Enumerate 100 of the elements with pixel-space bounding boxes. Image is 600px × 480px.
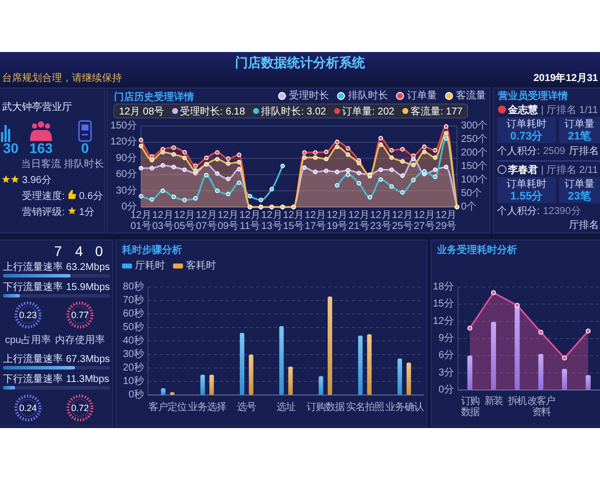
point xyxy=(182,156,187,160)
data-label: 67.3Mbps xyxy=(66,354,110,365)
point xyxy=(422,150,427,154)
annotation: 0 xyxy=(95,243,104,259)
point xyxy=(215,156,220,162)
point xyxy=(160,163,166,168)
x-tick-label: 选址 xyxy=(276,401,296,413)
x-tick-label: 12月 13号 xyxy=(261,210,282,232)
text: 门店数据统计分析系统 xyxy=(235,55,366,70)
point xyxy=(356,160,362,166)
y-tick-label: 6分 xyxy=(438,349,454,362)
y-tick-label: 0分 xyxy=(121,200,137,212)
point xyxy=(400,159,405,164)
y-tick-label: 90分 xyxy=(116,152,137,164)
point xyxy=(193,196,198,201)
point xyxy=(150,197,154,202)
point xyxy=(226,176,230,182)
point xyxy=(138,144,144,148)
point xyxy=(378,142,383,147)
text: 0 xyxy=(81,140,90,156)
point xyxy=(236,180,242,185)
text: 个人积分: xyxy=(497,205,540,217)
text: 受理速度: xyxy=(22,190,65,202)
text: 当日客流 xyxy=(21,158,61,170)
point xyxy=(204,172,209,178)
point xyxy=(226,161,230,166)
point xyxy=(236,166,242,172)
bar xyxy=(358,336,363,395)
x-tick-label: 订购数据 xyxy=(460,395,480,418)
data-label: 15.9Mbps xyxy=(66,282,110,293)
point xyxy=(411,162,416,168)
point xyxy=(236,160,242,164)
bar xyxy=(367,334,372,395)
text: 163 xyxy=(29,140,53,156)
point xyxy=(444,124,448,129)
text: 订单耗时 xyxy=(506,118,546,130)
point xyxy=(389,184,394,189)
text: | 厅排名 1/11 xyxy=(541,104,598,116)
point xyxy=(215,171,220,176)
point xyxy=(378,167,383,172)
x-tick-label: 12月 05号 xyxy=(174,210,196,232)
text: 排队时长 xyxy=(64,158,104,170)
text: 台席规划合理，请继续保持 xyxy=(2,72,122,84)
point xyxy=(432,174,438,180)
y-tick-label: 12分 xyxy=(432,314,454,327)
point xyxy=(491,290,496,296)
y-tick-label: 10秒 xyxy=(122,375,144,387)
bar xyxy=(328,296,332,395)
x-tick-label: 12月 27号 xyxy=(414,210,435,232)
point xyxy=(400,146,405,152)
text: 1.55分 xyxy=(510,190,544,202)
point xyxy=(586,328,591,334)
bar xyxy=(406,362,412,395)
point xyxy=(138,194,144,198)
legend-label: 客耗时 xyxy=(186,260,216,272)
annotation: 内存使用率 xyxy=(55,334,105,346)
point xyxy=(432,167,438,172)
x-tick-label: 业务确认 xyxy=(385,401,424,413)
point xyxy=(160,188,166,194)
y-tick-label: 0秒 xyxy=(128,388,144,400)
point xyxy=(411,153,416,158)
point xyxy=(313,150,318,155)
text: | 厅排名 2/11 xyxy=(541,164,598,176)
y-tick-label: 0分 xyxy=(438,384,454,396)
legend-label: 客流量 xyxy=(456,90,486,102)
text: 0.24 xyxy=(19,403,37,413)
bar xyxy=(467,356,472,390)
point xyxy=(389,167,394,172)
text: 李春君 xyxy=(507,164,538,176)
point xyxy=(400,190,405,195)
data-label: 63.2Mbps xyxy=(66,262,110,273)
bar xyxy=(279,326,284,395)
y-tick-label: 70秒 xyxy=(122,294,144,306)
text: 厅排名 xyxy=(569,145,599,157)
text: 23笔 xyxy=(568,190,592,202)
point xyxy=(538,330,544,335)
y-tick-label: 上行流量速率 xyxy=(3,353,63,365)
point xyxy=(444,131,448,136)
text: 2509 xyxy=(543,146,566,157)
text: 12月 08号 xyxy=(119,106,164,118)
text: 3.96分 xyxy=(22,174,52,186)
point xyxy=(514,302,520,308)
y2-tick-label: 0个 xyxy=(461,200,477,212)
annotation: 4 xyxy=(75,243,84,259)
point xyxy=(562,356,567,360)
point xyxy=(150,166,154,170)
point xyxy=(215,150,220,155)
annotation: cpu占用率 xyxy=(4,334,52,346)
y2-tick-label: 300个 xyxy=(461,120,488,132)
point xyxy=(138,166,144,170)
bar xyxy=(491,322,496,390)
point xyxy=(346,168,350,173)
point xyxy=(171,194,176,199)
point xyxy=(182,167,187,172)
text: 订单耗时 xyxy=(506,178,546,190)
point xyxy=(334,170,340,174)
text: 订单量 xyxy=(564,118,594,130)
text: 个人积分: xyxy=(497,145,540,157)
text: 厅排名 xyxy=(569,219,599,231)
y-tick-label: 20秒 xyxy=(122,362,144,374)
